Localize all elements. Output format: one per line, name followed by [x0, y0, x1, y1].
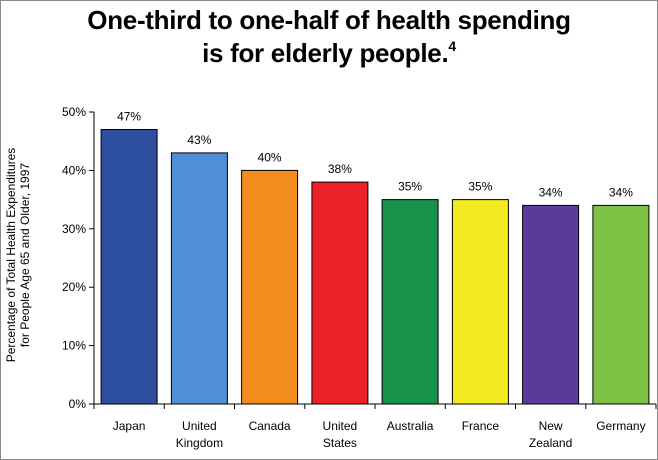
data-label-1: 43% [187, 133, 211, 147]
labels-group: 47% Japan 43% United Kingdom 40% Canada 38% Unit… [62, 105, 646, 450]
axes-group [89, 111, 657, 409]
data-label-4: 35% [398, 180, 422, 194]
x-tick-label-6-0: New [539, 419, 563, 433]
x-tick-label-7-0: Germany [596, 419, 645, 433]
x-tick-label-1-0: United [182, 419, 217, 433]
data-label-6: 34% [539, 185, 563, 199]
bar-5 [451, 199, 509, 405]
bar-3 [311, 181, 369, 405]
chart-title: One-third to one-half of health spending… [0, 4, 658, 70]
x-tick-label-3-0: United [323, 419, 358, 433]
y-tick-label-2: 20% [62, 280, 86, 294]
data-label-0: 47% [117, 110, 141, 124]
x-tick-label-6-1: Zealand [529, 436, 572, 450]
data-label-2: 40% [258, 150, 282, 164]
bar-6 [522, 204, 580, 405]
data-label-7: 34% [609, 185, 633, 199]
y-tick-label-5: 50% [62, 105, 86, 119]
chart-title-line-2-text: is for elderly people. [202, 38, 449, 68]
x-tick-label-3-1: States [323, 436, 357, 450]
bar-2 [241, 169, 299, 405]
bar-4 [381, 199, 439, 405]
y-tick-label-0: 0% [69, 397, 87, 411]
y-tick-label-1: 10% [62, 339, 86, 353]
x-tick-label-5-0: France [462, 419, 500, 433]
x-tick-label-0-0: Japan [113, 419, 146, 433]
title-footnote-marker: 4 [448, 38, 456, 54]
data-label-5: 35% [468, 180, 492, 194]
bar-0 [100, 129, 158, 405]
y-tick-label-4: 40% [62, 163, 86, 177]
bars-group [100, 129, 650, 405]
chart-title-line-2: is for elderly people.4 [0, 37, 658, 70]
chart-title-line-1: One-third to one-half of health spending [87, 5, 571, 35]
bar-1 [170, 152, 228, 405]
data-label-3: 38% [328, 162, 352, 176]
x-tick-label-2-0: Canada [249, 419, 291, 433]
x-tick-label-1-1: Kingdom [176, 436, 223, 450]
y-tick-label-3: 30% [62, 222, 86, 236]
bar-7 [592, 204, 650, 405]
x-tick-label-4-0: Australia [387, 419, 434, 433]
